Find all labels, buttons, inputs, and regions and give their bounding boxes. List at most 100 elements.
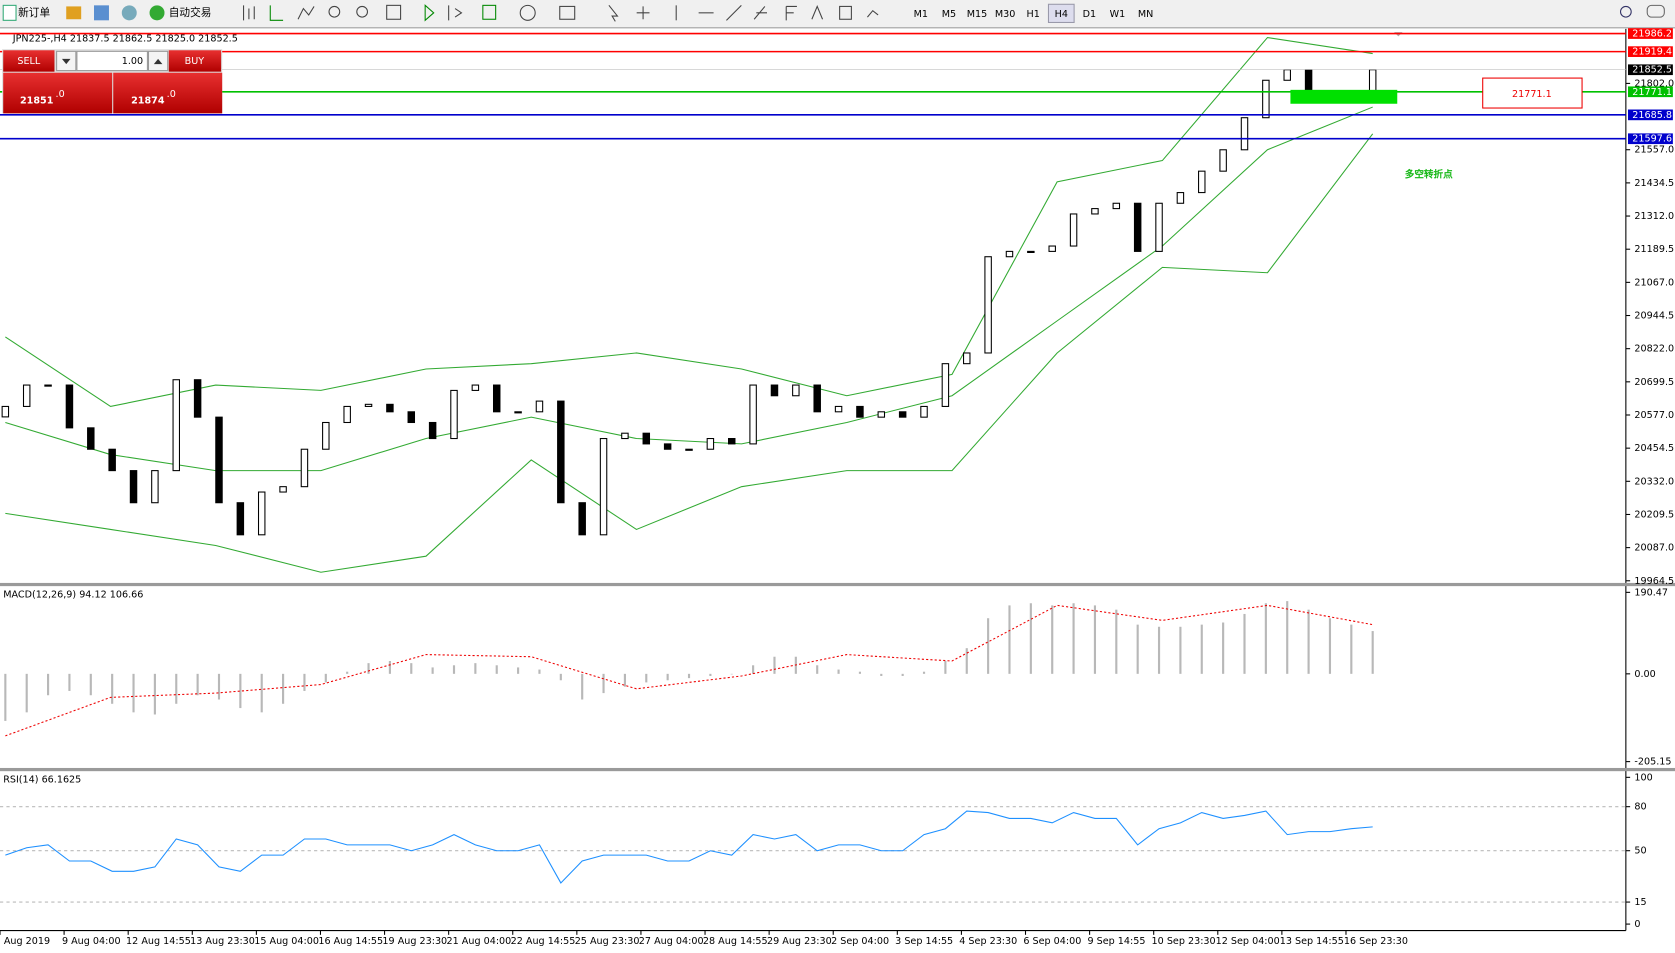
toolbar-tools[interactable] [243, 4, 879, 22]
time-label: 12 Sep 04:00 [1216, 936, 1280, 947]
time-label: 6 Sep 04:00 [1023, 936, 1081, 947]
time-label: 4 Sep 23:30 [959, 936, 1017, 947]
level-label: 21771.1 [1632, 87, 1672, 98]
price-tick-label: 21557.0 [1634, 145, 1674, 156]
macd-tick-label: 190.47 [1634, 587, 1668, 598]
candle [535, 400, 544, 413]
rsi-tick-label: 100 [1634, 772, 1652, 783]
macd-bar [687, 673, 691, 679]
price-tick-label: 21434.5 [1634, 178, 1674, 189]
timeframe-button[interactable]: H1 [1027, 9, 1040, 20]
rsi-label: RSI(14) 66.1625 [3, 775, 81, 786]
candle [1219, 149, 1227, 172]
candle [193, 379, 202, 418]
timeframe-button[interactable]: M15 [967, 9, 988, 20]
toolbar-icon[interactable] [94, 5, 109, 21]
macd-bar [1051, 605, 1054, 674]
macd-bar [1093, 605, 1097, 674]
buy-button[interactable] [168, 50, 222, 72]
candle [300, 448, 309, 488]
macd-bar [752, 665, 755, 674]
macd-bar [666, 673, 669, 681]
chat-icon[interactable] [1646, 4, 1665, 18]
candle [407, 411, 416, 424]
new-order-icon[interactable] [2, 4, 17, 21]
rsi-tick-label: 15 [1634, 897, 1646, 908]
timeframe-button[interactable]: W1 [1110, 9, 1126, 20]
timeframe-button[interactable]: D1 [1083, 9, 1097, 20]
chart-header: JPN225-,H4 21837.5 21862.5 21825.0 21852… [12, 34, 238, 45]
timeframe-button[interactable]: M1 [914, 9, 928, 20]
macd-bar [1072, 603, 1075, 674]
time-label: 22 Aug 14:55 [511, 936, 576, 947]
macd-bar [260, 673, 263, 713]
buy-label[interactable]: BUY [185, 56, 205, 67]
candle [471, 384, 480, 391]
candle [792, 384, 800, 397]
macd-tick-label: -205.15 [1634, 757, 1671, 768]
macd-bar [1115, 609, 1118, 674]
sell-price-fraction[interactable]: .0 [56, 89, 65, 100]
time-label: 25 Aug 23:30 [575, 936, 640, 947]
timeframe-button[interactable]: H4 [1055, 9, 1068, 20]
lot-up-arrow[interactable] [153, 58, 163, 65]
macd-bar [474, 663, 477, 674]
buy-price-fraction[interactable]: .0 [167, 89, 176, 100]
sell-label[interactable]: SELL [17, 56, 41, 67]
macd-bar [47, 673, 50, 696]
macd-bar [517, 667, 520, 674]
sell-button[interactable] [3, 50, 55, 72]
macd-tick-label: 0.00 [1634, 669, 1655, 680]
timeframe-button[interactable]: MN [1138, 9, 1153, 20]
candle [621, 432, 629, 440]
candle [492, 384, 501, 413]
macd-bar [410, 663, 413, 674]
buy-price-box[interactable] [113, 72, 223, 114]
lot-input[interactable] [76, 50, 148, 72]
macd-bar [880, 673, 883, 676]
lot-down-arrow[interactable] [61, 58, 71, 65]
macd-bar [4, 673, 7, 721]
toolbar [0, 0, 1675, 28]
lot-value[interactable]: 1.00 [122, 56, 143, 67]
sell-price-main[interactable]: 21851 [20, 96, 54, 107]
macd-bar [196, 673, 199, 696]
macd-bar [1136, 624, 1139, 674]
time-label: 2 Sep 04:00 [831, 936, 889, 947]
sell-price-box[interactable] [3, 72, 113, 114]
macd-bar [1157, 626, 1161, 674]
toolbar-icon[interactable] [66, 6, 82, 20]
macd-bar [388, 661, 391, 674]
time-label: 12 Aug 14:55 [126, 936, 191, 947]
auto-trading-button[interactable]: 自动交易 [169, 6, 212, 19]
macd-bar [709, 673, 712, 676]
rsi-tick-label: 50 [1634, 846, 1646, 857]
macd-bar [538, 669, 541, 674]
price-tick-label: 21802.0 [1634, 78, 1674, 89]
timeframe-button[interactable]: M30 [995, 9, 1016, 20]
price-tick-label: 20332.0 [1634, 476, 1674, 487]
toolbar-icon[interactable] [121, 5, 137, 21]
macd-signal [5, 604, 1373, 737]
candle [1112, 202, 1121, 210]
macd-bar [495, 665, 498, 674]
candle [1133, 202, 1142, 252]
buy-price-main[interactable]: 21874 [131, 96, 165, 107]
price-tick-label: 20944.5 [1634, 311, 1674, 322]
candle [1091, 208, 1099, 215]
macd-bar [452, 665, 456, 674]
candle [215, 416, 223, 504]
pivot-note: 多空转折点 [1405, 168, 1453, 180]
search-icon[interactable] [1619, 5, 1632, 18]
new-order-button[interactable]: 新订单 [18, 6, 50, 19]
candle [450, 389, 458, 440]
candle [364, 403, 373, 407]
price-tick-label: 20577.0 [1634, 410, 1674, 421]
macd-bar [559, 673, 562, 681]
candle [386, 403, 394, 413]
macd-bar [1307, 609, 1310, 674]
auto-trading-icon[interactable] [149, 5, 165, 21]
timeframe-button[interactable]: M5 [942, 9, 956, 20]
candle [151, 470, 159, 504]
macd-bar [1371, 631, 1374, 674]
